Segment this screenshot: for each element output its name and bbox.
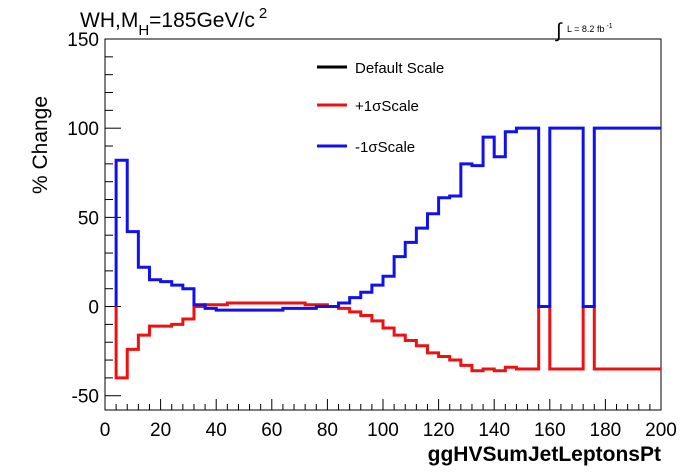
title-superscript: 2 [259, 5, 267, 22]
legend-label-1: +1σScale [355, 98, 419, 115]
y-tick-label: -50 [72, 387, 99, 408]
lumi-label: L = 8.2 fb -1 [567, 23, 613, 34]
y-tick-label: 100 [67, 119, 99, 140]
series-line-2 [114, 126, 661, 312]
x-tick-label: 200 [645, 420, 677, 441]
y-tick-label: 50 [78, 208, 99, 229]
x-tick-label: 140 [478, 420, 510, 441]
x-tick-label: 60 [261, 420, 282, 441]
x-tick-label: 40 [206, 420, 227, 441]
x-axis: 0 20 40 60 80 100 120 140 160 180 200 [100, 399, 677, 441]
x-tick-label: 160 [534, 420, 566, 441]
integral-sign: ∫ [555, 20, 563, 42]
series-layer [114, 126, 661, 380]
legend: Default Scale +1σScale -1σScale [317, 60, 444, 156]
x-tick-label: 20 [150, 420, 171, 441]
title-rest: =185GeV/c [149, 9, 255, 32]
legend-label-0: Default Scale [355, 60, 444, 77]
y-axis: -50 0 50 100 150 [67, 30, 121, 408]
plot-frame [104, 38, 662, 411]
title-subscript: H [138, 22, 149, 39]
x-tick-label: 100 [367, 420, 399, 441]
x-tick-label: 80 [317, 420, 338, 441]
x-axis-title: ggHVSumJetLeptonsPt [428, 443, 661, 466]
series-line-1 [114, 301, 661, 380]
legend-label-2: -1σScale [355, 139, 415, 156]
title-main: WH,M [80, 9, 138, 32]
x-tick-label: 0 [100, 420, 111, 441]
y-axis-title: % Change [29, 96, 52, 194]
x-tick-label: 180 [590, 420, 622, 441]
x-tick-label: 120 [423, 420, 455, 441]
lumi-superscript: -1 [606, 23, 612, 30]
y-tick-label: 0 [88, 298, 99, 319]
lumi-text: L = 8.2 fb [567, 24, 604, 34]
y-tick-label: 150 [67, 30, 99, 51]
chart-title: WH,MH=185GeV/c 2 [80, 5, 267, 39]
